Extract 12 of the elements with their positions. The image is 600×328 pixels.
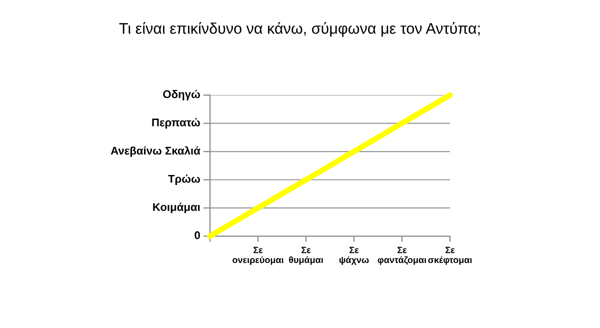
x-tick-label: Σε θυμάμαι xyxy=(289,246,324,265)
text: Κοιμάμαι xyxy=(153,202,200,214)
x-tick-label: Σε ονειρεύομαι xyxy=(232,246,284,265)
x-tick-label: Σε ψάχνω xyxy=(339,246,369,265)
text: Ανεβαίνω Σκαλιά xyxy=(110,146,200,157)
text: Περπατώ xyxy=(152,118,200,129)
chart-title: Τι είναι επικίνδυνο να κάνω, σύμφωνα με τον Αντύπα; xyxy=(119,22,480,37)
x-tick-label: Σε φαντάζομαι xyxy=(378,246,426,265)
text: 0 xyxy=(194,231,200,240)
x-tick-label: Σε σκέφτομαι xyxy=(428,246,472,265)
text: Οδηγώ xyxy=(163,90,200,100)
text: Τρώω xyxy=(168,174,200,185)
